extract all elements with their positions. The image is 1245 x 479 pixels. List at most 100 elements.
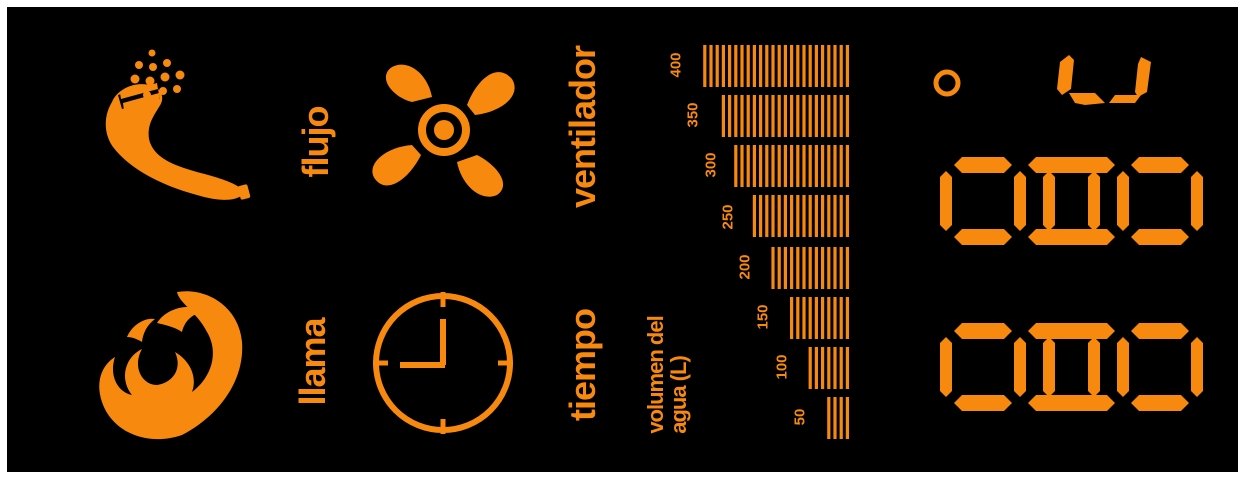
volume-bar-segment <box>827 195 831 237</box>
volume-bar-segment <box>783 45 787 87</box>
digit-segment <box>954 157 1012 173</box>
volume-bar-segment <box>845 195 849 237</box>
volume-bar-segment <box>839 347 843 389</box>
volume-bar-segment <box>802 297 806 339</box>
volume-bar-segment <box>740 45 744 87</box>
volume-bar-segment <box>765 195 769 237</box>
volume-bar-segment <box>728 95 732 137</box>
volume-bar-segment <box>814 347 818 389</box>
volume-bar-segment <box>790 247 794 289</box>
volume-bar-segment <box>765 145 769 187</box>
volume-bar-segment <box>752 45 756 87</box>
volume-bar-segment <box>746 145 750 187</box>
volume-bar-segment <box>734 45 738 87</box>
volume-bar-segment <box>845 297 849 339</box>
volume-bar-segment <box>839 45 843 87</box>
volume-bar-segment <box>802 247 806 289</box>
digit-segment <box>1088 337 1100 397</box>
volume-bar-segment <box>821 297 825 339</box>
seven-segment-digit <box>1043 157 1203 245</box>
volume-bar-segment <box>833 397 837 439</box>
volume-bar-graph <box>703 45 849 439</box>
digit-segment <box>1043 171 1055 231</box>
panel-graphics <box>99 45 1203 440</box>
fan-label: ventilador <box>562 45 603 209</box>
volume-bar-segment <box>790 195 794 237</box>
volume-bar-segment <box>839 247 843 289</box>
digit-segment <box>1057 229 1115 245</box>
volume-bar-segment <box>752 195 756 237</box>
volume-scale-label: 400 <box>667 52 685 78</box>
volume-bar-segment <box>796 297 800 339</box>
volume-bar-segment <box>759 95 763 137</box>
volume-bar-segment <box>833 95 837 137</box>
volume-bar-segment <box>783 95 787 137</box>
volume-bar-segment <box>821 145 825 187</box>
volume-bar-segment <box>821 347 825 389</box>
digit-segment <box>1131 157 1189 173</box>
volume-bar-segment <box>802 95 806 137</box>
volume-bar-segment <box>752 145 756 187</box>
volume-bar-segment <box>827 397 831 439</box>
seven-segment-digit <box>1043 323 1203 411</box>
clock-icon <box>373 292 513 434</box>
volume-bar-segment <box>808 145 812 187</box>
flow-label: flujo <box>295 106 336 178</box>
volume-bar-segment <box>845 397 849 439</box>
volume-bar-segment <box>833 45 837 87</box>
volume-bar-segment <box>808 247 812 289</box>
volume-bar-segment <box>759 45 763 87</box>
volume-bar-segment <box>821 95 825 137</box>
volume-bar-segment <box>777 195 781 237</box>
volume-bar-segment <box>814 195 818 237</box>
volume-bar-segment <box>845 247 849 289</box>
digit-segment <box>1043 337 1055 397</box>
volume-bar-segment <box>827 45 831 87</box>
seven-segment-digit <box>940 157 1100 245</box>
volume-bar-segment <box>771 195 775 237</box>
volume-bar-segment <box>734 145 738 187</box>
volume-bar-segment <box>796 45 800 87</box>
volume-bar-segment <box>808 347 812 389</box>
digit-segment <box>1131 323 1189 339</box>
volume-bar-segment <box>827 297 831 339</box>
volume-bar-segment <box>808 95 812 137</box>
volume-bar-segment <box>839 195 843 237</box>
volume-bar-segment <box>839 145 843 187</box>
digit-segment <box>940 337 952 397</box>
volume-bar-segment <box>721 95 725 137</box>
volume-bar-segment <box>845 347 849 389</box>
fan-icon <box>372 64 515 197</box>
volume-bar-segment <box>796 247 800 289</box>
volume-bar-segment <box>715 45 719 87</box>
volume-bar-segment <box>759 145 763 187</box>
volume-bar-segment <box>802 195 806 237</box>
volume-bar-segment <box>814 145 818 187</box>
volume-bar-segment <box>808 195 812 237</box>
volume-bar-segment <box>802 145 806 187</box>
volume-scale-label: 50 <box>791 408 809 426</box>
volume-bar-segment <box>740 145 744 187</box>
digit-segment <box>954 395 1012 411</box>
volume-bar-segment <box>734 95 738 137</box>
volume-bar-segment <box>783 145 787 187</box>
volume-bar-segment <box>790 297 794 339</box>
volume-scale-label: 200 <box>736 254 754 280</box>
volume-bar-segment <box>740 95 744 137</box>
volume-bar-segment <box>746 95 750 137</box>
digit-segment <box>954 229 1012 245</box>
volume-bar-segment <box>771 95 775 137</box>
volume-bar-segment <box>796 145 800 187</box>
volume-bar-segment <box>814 247 818 289</box>
digit-segment <box>940 171 952 231</box>
volume-bar-segment <box>796 95 800 137</box>
volume-bar-segment <box>790 45 794 87</box>
digit-segment <box>1191 171 1203 231</box>
volume-scale-label: 100 <box>773 354 791 380</box>
volume-bar-segment <box>814 297 818 339</box>
volume-bar-segment <box>746 45 750 87</box>
volume-bar-segment <box>839 297 843 339</box>
shower-icon <box>105 49 251 200</box>
volume-scale-label: 150 <box>754 304 772 330</box>
volume-bar-segment <box>839 397 843 439</box>
